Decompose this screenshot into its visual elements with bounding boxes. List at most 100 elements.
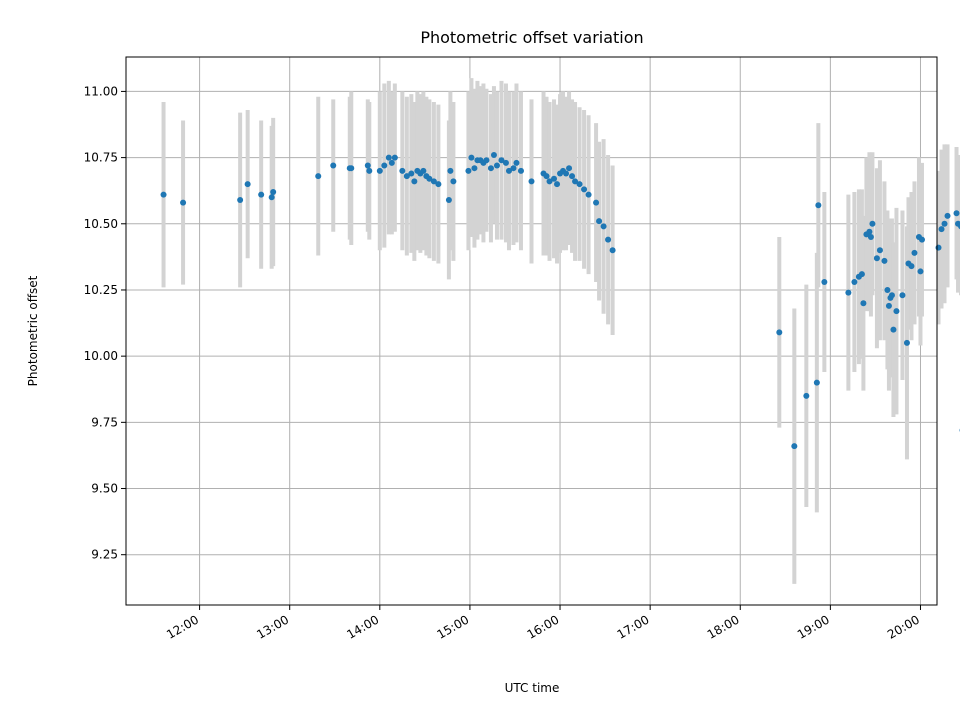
data-point: [884, 286, 891, 293]
data-point: [908, 263, 915, 270]
data-point: [517, 167, 524, 174]
data-point: [468, 154, 475, 161]
data-point: [911, 249, 918, 256]
data-point: [572, 178, 579, 185]
x-axis-ticks: 12:00 13:00 14:00 15:00 16:00 17:00 18:00 19:00…: [164, 605, 922, 642]
data-point: [815, 202, 822, 209]
data-point: [563, 170, 570, 177]
y-tick-label: 10.75: [84, 151, 118, 165]
data-point: [376, 167, 383, 174]
data-point: [888, 292, 895, 299]
x-tick-label: 17:00: [615, 612, 652, 641]
data-point: [944, 212, 951, 219]
data-point: [569, 173, 576, 180]
data-points: [160, 151, 960, 450]
data-point: [403, 173, 410, 180]
error-bars: [161, 78, 960, 584]
data-point: [385, 154, 392, 161]
data-point: [435, 181, 442, 188]
data-point: [430, 178, 437, 185]
data-point: [938, 226, 945, 233]
data-point: [858, 271, 865, 278]
data-point: [270, 189, 277, 196]
data-point: [330, 162, 337, 169]
x-tick-label: 20:00: [885, 612, 922, 641]
data-point: [851, 279, 858, 286]
data-point: [890, 326, 897, 333]
data-point: [391, 154, 398, 161]
y-tick-label: 9.75: [91, 415, 118, 429]
data-point: [244, 181, 251, 188]
y-tick-label: 10.00: [84, 349, 118, 363]
data-point: [776, 329, 783, 336]
y-tick-label: 10.25: [84, 283, 118, 297]
data-point: [543, 173, 550, 180]
data-point: [605, 236, 612, 243]
x-tick-label: 13:00: [254, 612, 291, 641]
data-point: [258, 191, 265, 198]
data-point: [813, 379, 820, 386]
data-point: [420, 167, 427, 174]
data-point: [502, 159, 509, 166]
data-point: [918, 236, 925, 243]
x-tick-label: 12:00: [164, 612, 201, 641]
data-point: [450, 178, 457, 185]
data-point: [505, 167, 512, 174]
y-tick-label: 11.00: [84, 84, 118, 98]
data-point: [581, 186, 588, 193]
x-tick-label: 14:00: [344, 612, 381, 641]
data-point: [487, 165, 494, 172]
y-tick-label: 9.25: [91, 548, 118, 562]
data-point: [566, 165, 573, 172]
data-point: [528, 178, 535, 185]
data-point: [609, 247, 616, 254]
data-point: [576, 181, 583, 188]
data-point: [408, 170, 415, 177]
plot-frame: [125, 56, 938, 606]
data-point: [941, 220, 948, 227]
data-point: [893, 308, 900, 315]
data-point: [554, 181, 561, 188]
data-point: [348, 165, 355, 172]
data-point: [447, 167, 454, 174]
data-point: [873, 255, 880, 262]
data-point: [411, 178, 418, 185]
data-point: [237, 196, 244, 203]
y-tick-label: 9.50: [91, 482, 118, 496]
data-point: [803, 392, 810, 399]
data-point: [180, 199, 187, 206]
data-point: [465, 167, 472, 174]
data-point: [596, 218, 603, 225]
x-tick-label: 19:00: [795, 612, 832, 641]
data-point: [399, 167, 406, 174]
data-point: [845, 289, 852, 296]
chart-title: Photometric offset variation: [420, 28, 643, 47]
data-point: [953, 210, 960, 217]
data-point: [490, 151, 497, 158]
y-axis-label: Photometric offset: [26, 275, 40, 386]
data-point: [493, 162, 500, 169]
data-point: [513, 159, 520, 166]
data-point: [860, 300, 867, 307]
data-point: [546, 178, 553, 185]
data-point: [600, 223, 607, 230]
data-point: [510, 165, 517, 172]
data-point: [381, 162, 388, 169]
grid-lines: [126, 57, 937, 605]
data-point: [867, 234, 874, 241]
data-point: [471, 165, 478, 172]
data-point: [903, 339, 910, 346]
x-tick-label: 15:00: [434, 612, 471, 641]
data-point: [869, 220, 876, 227]
data-point: [366, 167, 373, 174]
x-tick-label: 18:00: [705, 612, 742, 641]
data-point: [498, 157, 505, 164]
data-point: [866, 228, 873, 235]
data-point: [160, 191, 167, 198]
data-point: [445, 196, 452, 203]
x-axis-label: UTC time: [505, 681, 560, 695]
data-point: [821, 279, 828, 286]
data-point: [268, 194, 275, 201]
data-point: [315, 173, 322, 180]
